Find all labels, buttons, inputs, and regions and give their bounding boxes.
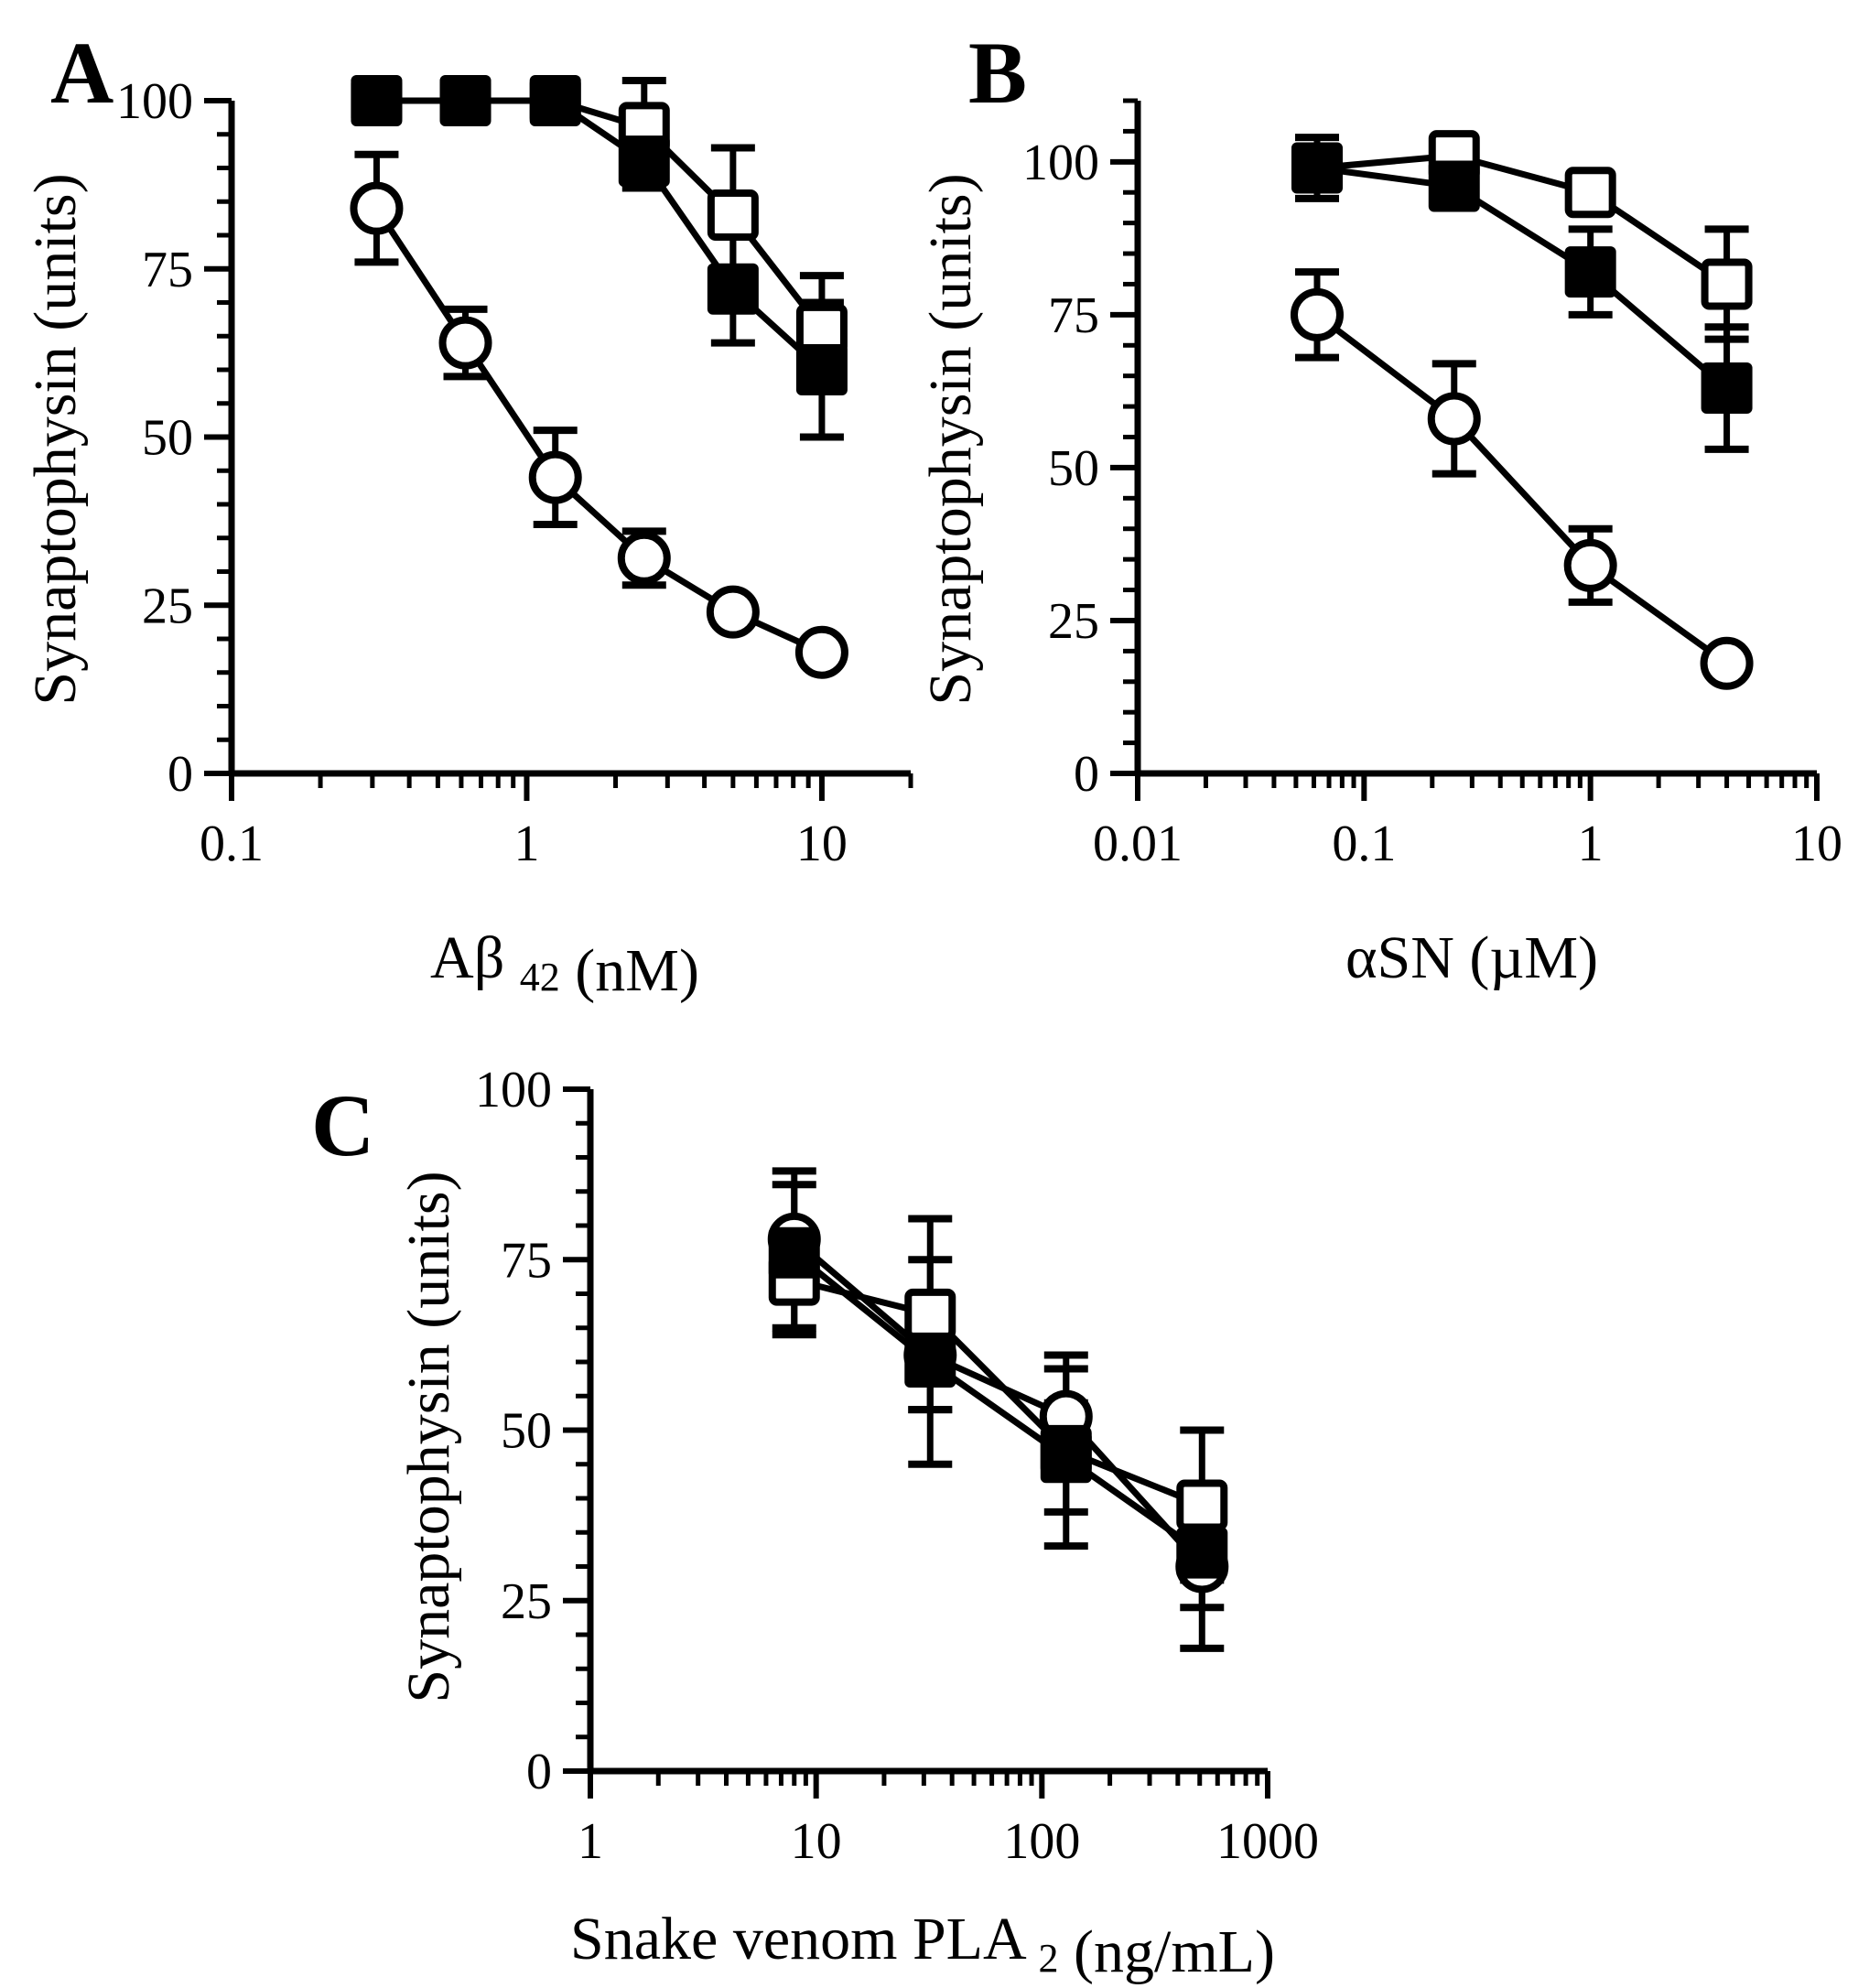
panel-a-x-axis-unit: (nM) <box>575 937 699 1004</box>
panel-b-plot: 0 25 50 75 100 0.01 0.1 1 10 <box>1022 98 1842 872</box>
panel-a-open-circles-point <box>706 585 760 639</box>
panel-a-y-tick-label: 100 <box>116 73 193 130</box>
panel-c-filled-squares-point <box>1176 1527 1228 1579</box>
panel-a-filled-squares-point <box>707 263 759 315</box>
panel-b-filled-squares-point <box>1428 160 1480 212</box>
panel-c-open-circles-line <box>792 1237 1205 1569</box>
panel-b-y-tick-label: 50 <box>1048 440 1099 497</box>
panel-b-x-axis-title: αSN (µM) <box>1345 924 1598 991</box>
panel-c-y-tick-label: 75 <box>501 1232 552 1289</box>
panel-a-plot: 0 25 50 75 100 0.1 1 10 <box>116 73 913 872</box>
panel-c-open-squares-line <box>793 1277 1204 1508</box>
panel-b-x-axis-unit: (µM) <box>1469 924 1598 991</box>
panel-a-x-tick-label: 0.1 <box>200 816 264 872</box>
panel-a-x-axis-title: Aβ 42 (nM) <box>430 924 699 1004</box>
panel-b-filled-squares-point <box>1291 142 1343 194</box>
panel-b-filled-squares-line <box>1316 165 1729 391</box>
panel-b-open-circles-point <box>1427 392 1481 446</box>
panel-b-open-squares-point <box>1701 258 1753 310</box>
panel-c-plot: 0 25 50 75 100 1 10 100 1000 <box>475 1062 1319 1870</box>
panel-a-open-squares-point <box>707 189 759 241</box>
panel-c-filled-squares-point <box>904 1336 956 1388</box>
panel-c-x-tick-label: 1000 <box>1216 1813 1319 1870</box>
panel-a-filled-squares-point <box>529 75 581 126</box>
panel-c-y-tick-label: 100 <box>475 1062 552 1118</box>
panel-a-filled-squares-point <box>618 135 670 188</box>
panel-c-x-axis-title: Snake venom PLA 2 (ng/mL) <box>570 1906 1275 1985</box>
panel-a-x-axis-subscript: 42 <box>520 955 560 999</box>
panel-c-filled-squares-line <box>792 1250 1205 1556</box>
panel-b-y-tick-label: 100 <box>1022 135 1099 191</box>
panel-c-open-squares-point <box>1176 1479 1228 1531</box>
panel-b-open-squares-line <box>1316 152 1729 287</box>
panel-b-filled-squares-point <box>1701 362 1753 415</box>
panel-c-filled-squares-point <box>768 1226 820 1279</box>
panel-c-filled-squares-point <box>1040 1432 1092 1484</box>
panel-c: C 0 25 50 75 100 1 10 100 1000 Synaptophysin (un… <box>311 1062 1319 1985</box>
panel-b-x-tick-label: 1 <box>1578 816 1604 872</box>
panel-a-open-circles-point <box>438 316 492 370</box>
panel-c-x-axis-subscript: 2 <box>1039 1936 1059 1981</box>
panel-a-y-tick-label: 75 <box>142 242 193 298</box>
panel-b: B 0 25 50 75 100 0.01 0.1 1 10 Synaptophysin (un… <box>917 24 1842 991</box>
panel-a-open-circles-point <box>528 450 582 504</box>
panel-b-x-axis-main: αSN <box>1345 924 1454 991</box>
panel-b-x-tick-label: 0.1 <box>1332 816 1396 872</box>
panel-a: A 0 25 50 75 100 0.1 1 10 Synaptophysin (units)… <box>22 24 913 1004</box>
panel-a-filled-squares-point <box>351 75 403 126</box>
panel-a-y-tick-label: 25 <box>142 578 193 634</box>
panel-c-x-tick-label: 100 <box>1003 1813 1080 1870</box>
panel-a-y-tick-label: 50 <box>142 410 193 467</box>
panel-c-letter: C <box>311 1076 374 1174</box>
panel-a-open-circles-point <box>617 531 671 585</box>
panel-b-y-tick-label: 25 <box>1048 593 1099 650</box>
panel-b-y-axis-title: Synaptophysin (units) <box>917 173 984 705</box>
panel-c-x-axis-main: Snake venom PLA <box>570 1906 1027 1972</box>
panel-b-y-tick-label: 0 <box>1074 746 1099 803</box>
panel-c-x-tick-label: 1 <box>578 1813 603 1870</box>
panel-b-letter: B <box>968 24 1027 122</box>
panel-a-open-circles-point <box>794 625 848 679</box>
panel-b-y-tick-label: 75 <box>1048 287 1099 344</box>
panel-c-y-tick-label: 0 <box>526 1744 552 1800</box>
panel-b-open-squares-point <box>1564 167 1616 219</box>
panel-c-y-tick-label: 25 <box>501 1573 552 1630</box>
panel-b-open-circles-point <box>1700 636 1754 690</box>
panel-c-open-squares-point <box>904 1288 956 1340</box>
panel-a-y-tick-label: 0 <box>167 746 193 803</box>
panel-b-x-tick-label: 10 <box>1791 816 1842 872</box>
panel-a-open-circles-point <box>350 181 404 235</box>
panel-b-filled-squares-point <box>1564 246 1616 298</box>
panel-a-letter: A <box>50 24 113 122</box>
panel-b-x-tick-label: 0.01 <box>1093 816 1183 872</box>
panel-a-filled-squares-point <box>795 344 848 395</box>
panel-a-x-tick-label: 1 <box>513 816 539 872</box>
panel-c-x-axis-unit: (ng/mL) <box>1074 1918 1275 1985</box>
panel-a-filled-squares-point <box>439 75 492 126</box>
panel-b-open-circles-point <box>1290 287 1344 341</box>
panel-a-y-axis-title: Synaptophysin (units) <box>22 173 89 705</box>
panel-c-y-axis-title: Synaptophysin (units) <box>395 1171 462 1702</box>
panel-c-x-tick-label: 10 <box>791 1813 842 1870</box>
panel-b-open-circles-point <box>1563 538 1617 592</box>
panel-a-x-tick-label: 10 <box>796 816 848 872</box>
panel-a-x-axis-main: Aβ <box>430 924 504 991</box>
panel-b-open-circles-line <box>1314 312 1729 666</box>
panel-c-y-tick-label: 50 <box>501 1403 552 1460</box>
